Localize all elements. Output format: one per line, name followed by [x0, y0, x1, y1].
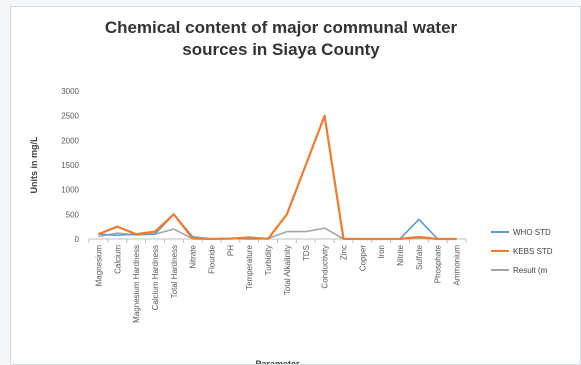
chart-title-line-1: Chemical content of major communal water	[104, 18, 458, 37]
y-tick-label: 2000	[61, 136, 79, 145]
x-tick-label: Nitrate	[189, 244, 198, 268]
y-axis-label: Units in mg/L	[29, 136, 39, 193]
legend-label: WHO STD	[513, 228, 551, 237]
x-tick-label: Calcium	[113, 245, 122, 274]
x-tick-label: Phosphate	[434, 244, 443, 283]
x-tick-label: Magnesium Hardness	[132, 245, 141, 323]
y-tick-label: 2500	[61, 112, 79, 121]
x-tick-label: Ammonium	[453, 245, 462, 286]
y-tick-label: 3000	[61, 87, 79, 96]
x-axis-label: Parameter	[255, 359, 300, 365]
y-tick-label: 1000	[61, 186, 79, 195]
x-tick-label: Total Alkalinity	[283, 245, 292, 295]
x-tick-label: Iron	[377, 245, 386, 259]
line-chart: Units in mg/L 0 500 1000 1500 2000 2500 3000 Mag…	[29, 87, 553, 365]
x-tick-label: Copper	[358, 245, 367, 272]
chart-container: Chemical content of major communal water…	[10, 6, 581, 365]
chart-title: Chemical content of major communal water…	[71, 17, 491, 61]
x-tick-label: Total Hardness	[170, 245, 179, 298]
x-tick-label: TDS	[302, 245, 311, 261]
x-tick-label: Nitrite	[396, 244, 405, 265]
chart-title-line-2: sources in Siaya County	[182, 40, 380, 59]
series-line-who-std	[98, 114, 457, 240]
x-tick-label: Magnesium	[94, 245, 103, 287]
legend-label: Result (m	[513, 266, 548, 275]
y-tick-label: 1500	[61, 161, 79, 170]
x-tick-label: Temperature	[245, 244, 254, 289]
x-tick-label: Calcium Hardness	[151, 245, 160, 310]
legend-label: KEBS STD	[513, 247, 553, 256]
series-line-kebs-std	[97, 114, 457, 241]
x-tick-label: Zinc	[339, 245, 348, 260]
x-tick-label: Sulfate	[415, 244, 424, 269]
x-tick-label: Conductivity	[321, 245, 330, 289]
x-tick-label: PH	[226, 245, 235, 256]
x-tick-label: Flouride	[208, 244, 217, 273]
y-tick-label: 0	[75, 235, 80, 244]
y-tick-label: 500	[66, 210, 80, 219]
x-tick-label: Turbidity	[264, 245, 273, 275]
